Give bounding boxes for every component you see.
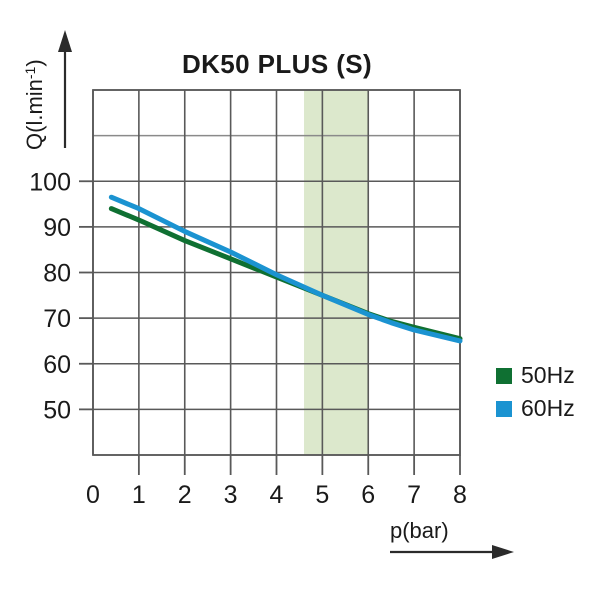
x-axis-tick-label: 8 (453, 481, 467, 509)
y-axis-tick-label: 100 (29, 168, 71, 196)
x-axis-label: p(bar) (390, 518, 449, 543)
x-axis-tick-label: 0 (86, 481, 100, 509)
series-line-60hz (108, 194, 463, 344)
y-axis-label: Q(l.min-1) (22, 59, 47, 150)
x-axis-tick-marks (137, 455, 461, 475)
x-axis-tick-labels: 0 1 2 3 4 5 6 7 8 (86, 481, 467, 509)
chart-title: DK50 PLUS (S) (182, 49, 372, 79)
y-axis-tick-labels: 100 90 80 70 60 50 (29, 168, 71, 424)
legend-swatch-60hz (496, 401, 512, 417)
x-axis-tick-label: 4 (270, 481, 284, 509)
y-axis-tick-label: 90 (43, 214, 71, 242)
y-axis-arrow (58, 30, 72, 148)
series-group (108, 194, 463, 344)
legend-swatch-50hz (496, 368, 512, 384)
y-axis-label-group: Q(l.min-1) (22, 59, 47, 150)
y-axis-label-paren: ) (22, 59, 47, 66)
y-axis-label-text: Q(l.min (22, 79, 47, 150)
x-axis-tick-label: 7 (407, 481, 421, 509)
y-axis-tick-label: 80 (43, 260, 71, 288)
x-axis-tick-label: 3 (224, 481, 238, 509)
y-axis-tick-label: 50 (43, 396, 71, 424)
x-axis-tick-label: 1 (132, 481, 146, 509)
y-axis-label-superscript: -1 (22, 66, 38, 79)
y-axis-tick-label: 60 (43, 351, 71, 379)
x-axis-tick-label: 6 (361, 481, 375, 509)
x-axis-tick-label: 2 (178, 481, 192, 509)
x-axis-arrow (390, 545, 514, 559)
legend-label-50hz: 50Hz (521, 362, 575, 388)
x-axis-tick-label: 5 (315, 481, 329, 509)
series-line-50hz (108, 206, 463, 342)
legend-label-60hz: 60Hz (521, 395, 575, 421)
y-axis-tick-label: 70 (43, 305, 71, 333)
legend: 50Hz 60Hz (496, 362, 575, 421)
